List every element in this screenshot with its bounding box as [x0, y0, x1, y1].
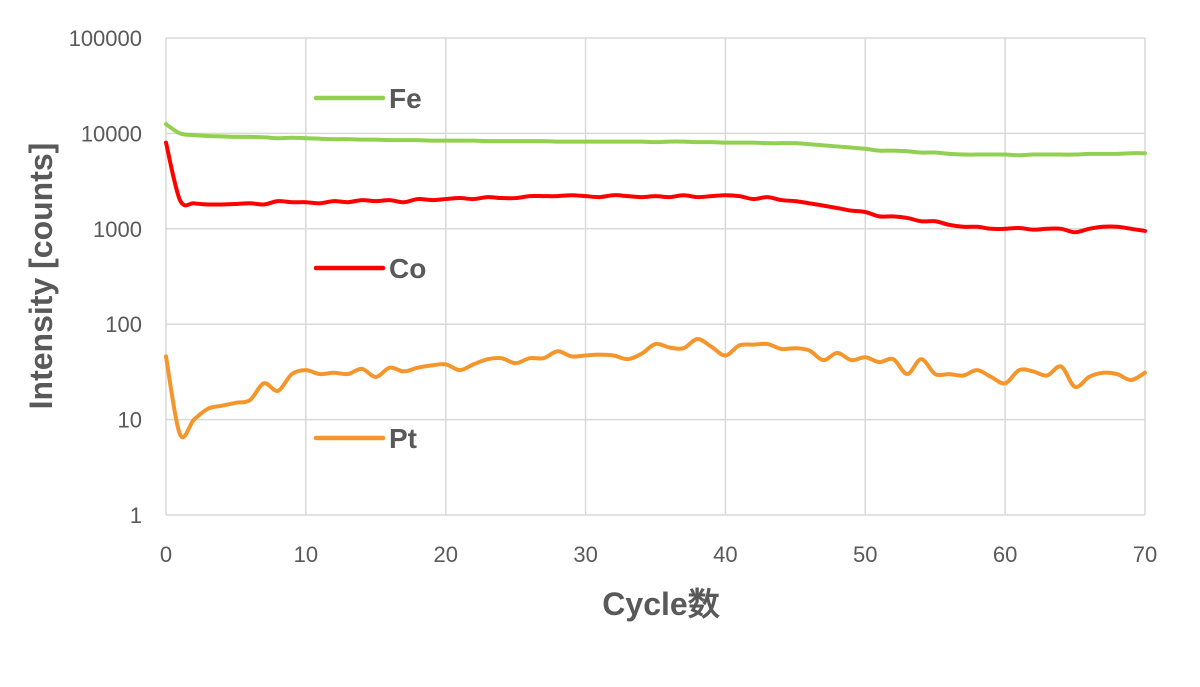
x-tick-label: 40 — [713, 542, 737, 567]
x-axis-title: Cycle数 — [602, 586, 720, 622]
y-tick-label: 1 — [130, 503, 142, 528]
series-line-fe — [164, 122, 1147, 158]
series-layer — [164, 122, 1147, 440]
legend-label-co: Co — [389, 253, 426, 284]
y-axis-title: Intensity [counts] — [23, 143, 59, 410]
y-tick-label: 1000 — [93, 217, 142, 242]
series-line-co — [164, 140, 1147, 235]
x-tick-label: 10 — [294, 542, 318, 567]
legend-layer: Fe Co Pt — [313, 83, 426, 454]
y-tick-label: 10000 — [81, 121, 142, 146]
tick-layer: 1 10 100 1000 10000 100000 0 10 20 30 40 50 60 70 — [69, 26, 1158, 567]
legend-label-pt: Pt — [389, 423, 417, 454]
x-tick-label: 0 — [160, 542, 172, 567]
legend-label-fe: Fe — [389, 83, 422, 114]
y-tick-label: 10 — [118, 408, 142, 433]
x-tick-label: 70 — [1133, 542, 1157, 567]
grid-layer — [165, 37, 1146, 516]
y-tick-label: 100000 — [69, 26, 142, 51]
x-tick-label: 30 — [573, 542, 597, 567]
y-tick-label: 100 — [105, 312, 142, 337]
series-line-pt — [164, 336, 1147, 440]
x-tick-label: 50 — [853, 542, 877, 567]
x-tick-label: 20 — [433, 542, 457, 567]
x-tick-label: 60 — [993, 542, 1017, 567]
